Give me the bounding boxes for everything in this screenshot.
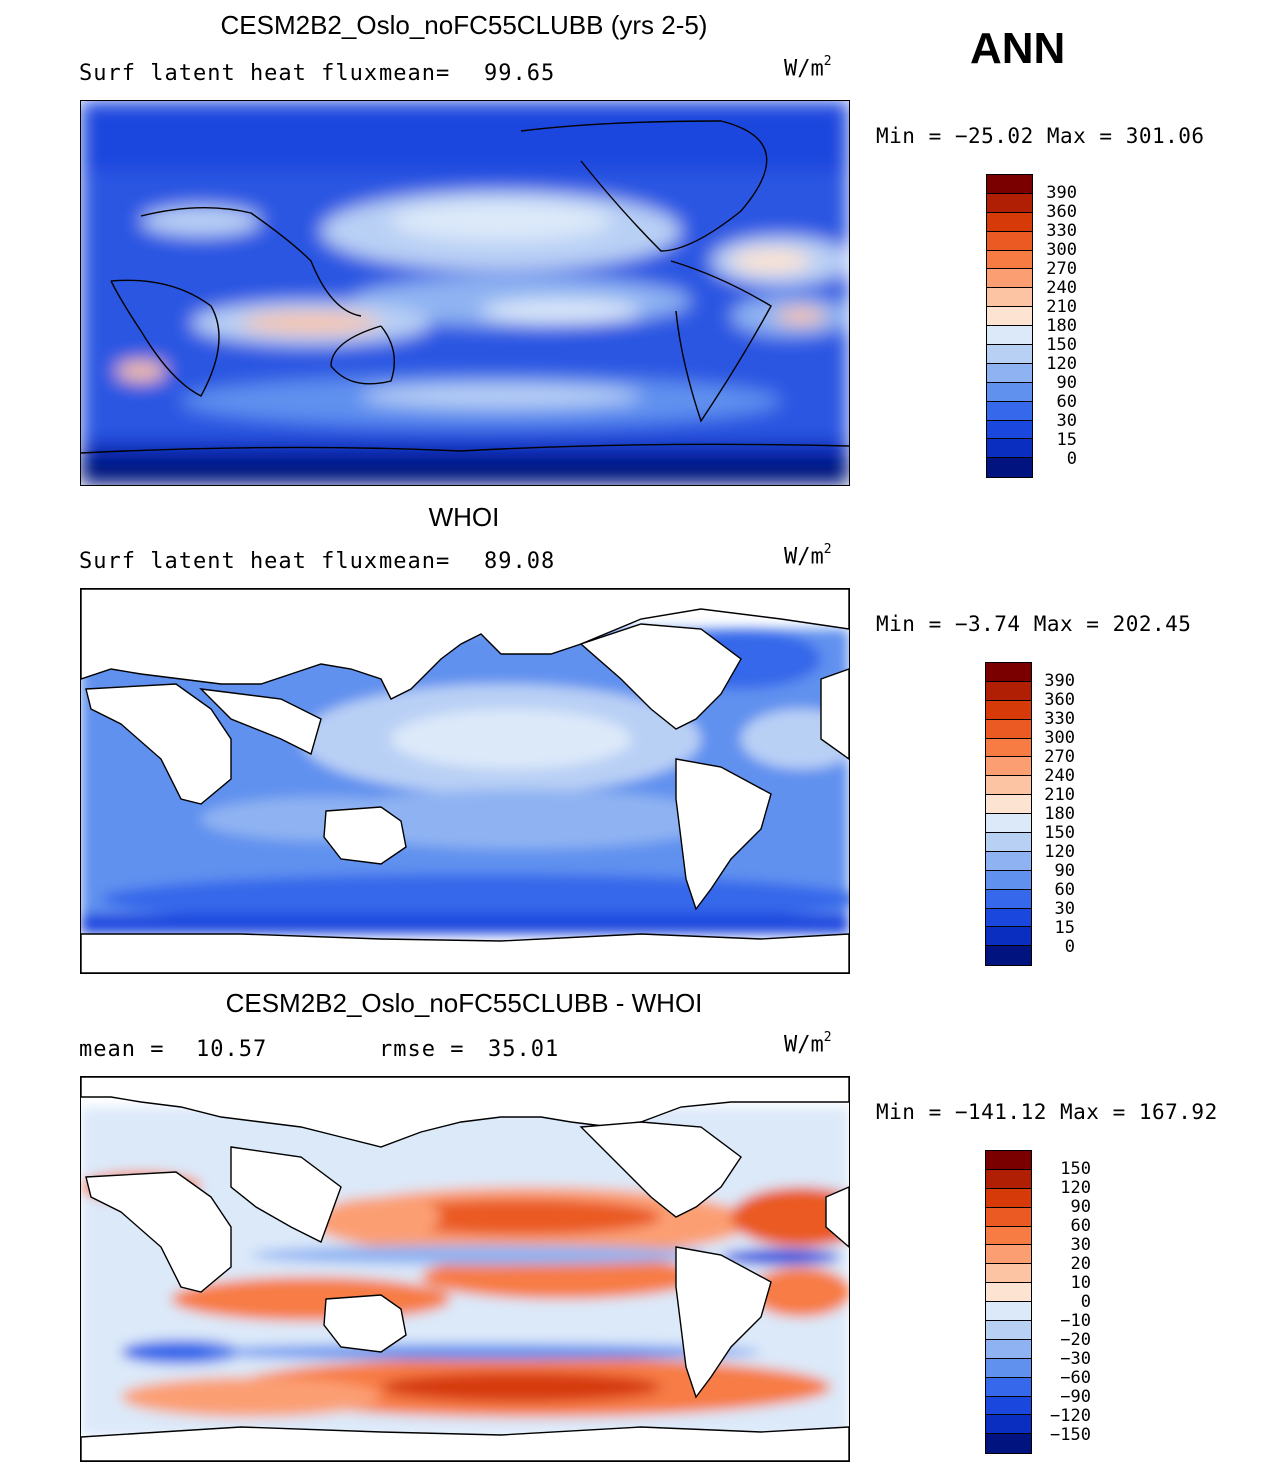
panel2-mean-label: mean= (379, 549, 451, 574)
colorbar-tick: −60 (1060, 1368, 1091, 1388)
colorbar-tick: −20 (1060, 1330, 1091, 1350)
panel2-title: WHOI (428, 502, 500, 532)
colorbar-tick: 30 (1070, 1235, 1091, 1255)
colorbar-tick: 15 (1054, 918, 1075, 938)
panel2-colorbar-labels: 390 360 330 300 270 240 210 180 150 120 … (1035, 672, 1075, 957)
colorbar-tick: 90 (1054, 861, 1075, 881)
panel1-title: CESM2B2_Oslo_noFC55CLUBB (yrs 2-5) (220, 10, 708, 40)
colorbar-tick: 300 (1046, 240, 1077, 260)
panel3-mean-label: mean = (79, 1037, 165, 1062)
colorbar-tick: 120 (1046, 354, 1077, 374)
colorbar-tick: 210 (1044, 785, 1075, 805)
colorbar-tick: 270 (1046, 259, 1077, 279)
colorbar-tick: 0 (1080, 1292, 1091, 1312)
panel3-colorbar-labels: 150 120 90 60 30 20 10 0 −10 −20 −30 −60… (1037, 1160, 1091, 1445)
colorbar-tick: −30 (1060, 1349, 1091, 1369)
colorbar-tick: 150 (1046, 335, 1077, 355)
colorbar-tick: 240 (1046, 278, 1077, 298)
panel2-variable: Surf latent heat flux (79, 549, 379, 574)
colorbar-tick: 60 (1056, 392, 1077, 412)
colorbar-tick: 20 (1070, 1254, 1091, 1274)
colorbar-tick: 330 (1044, 709, 1075, 729)
panel1-mean-value: 99.65 (484, 61, 556, 86)
colorbar-tick: 150 (1060, 1159, 1091, 1179)
colorbar-tick: 300 (1044, 728, 1075, 748)
panel1-colorbar (986, 174, 1033, 478)
colorbar-tick: 0 (1066, 449, 1077, 469)
panel3-map (80, 1076, 850, 1462)
colorbar-tick: 360 (1044, 690, 1075, 710)
colorbar-tick: 90 (1056, 373, 1077, 393)
colorbar-tick: 0 (1064, 937, 1075, 957)
colorbar-tick: 360 (1046, 202, 1077, 222)
colorbar-tick: 60 (1054, 880, 1075, 900)
panel1-variable: Surf latent heat flux (79, 61, 379, 86)
colorbar-tick: 240 (1044, 766, 1075, 786)
panel1-colorbar-labels: 390 360 330 300 270 240 210 180 150 120 … (1037, 184, 1077, 469)
colorbar-tick: 10 (1070, 1273, 1091, 1293)
colorbar-tick: −10 (1060, 1311, 1091, 1331)
colorbar-tick: 30 (1054, 899, 1075, 919)
panel1-mean-label: mean= (379, 61, 451, 86)
panel2-units: W/m2 (784, 542, 832, 570)
panel3-title: CESM2B2_Oslo_noFC55CLUBB - WHOI (225, 988, 703, 1018)
panel2-minmax: Min = −3.74 Max = 202.45 (876, 612, 1192, 636)
season-label: ANN (970, 24, 1066, 73)
colorbar-tick: 120 (1060, 1178, 1091, 1198)
colorbar-tick: −90 (1060, 1387, 1091, 1407)
colorbar-tick: −120 (1050, 1406, 1091, 1426)
colorbar-tick: 390 (1046, 183, 1077, 203)
panel3-colorbar (985, 1150, 1032, 1454)
colorbar-tick: 60 (1070, 1216, 1091, 1236)
panel2-colorbar (985, 662, 1032, 966)
colorbar-tick: 210 (1046, 297, 1077, 317)
colorbar-tick: 150 (1044, 823, 1075, 843)
panel3-rmse-value: 35.01 (488, 1037, 560, 1062)
colorbar-tick: 330 (1046, 221, 1077, 241)
panel3-mean-value: 10.57 (196, 1037, 268, 1062)
panel3-minmax: Min = −141.12 Max = 167.92 (876, 1100, 1218, 1124)
colorbar-tick: 180 (1044, 804, 1075, 824)
panel1-map (80, 100, 850, 486)
colorbar-tick: 15 (1056, 430, 1077, 450)
colorbar-tick: 120 (1044, 842, 1075, 862)
colorbar-tick: 90 (1070, 1197, 1091, 1217)
colorbar-tick: 180 (1046, 316, 1077, 336)
colorbar-tick: 270 (1044, 747, 1075, 767)
panel2-mean-value: 89.08 (484, 549, 556, 574)
colorbar-tick: −150 (1050, 1425, 1091, 1445)
panel1-units: W/m2 (784, 54, 832, 82)
panel2-map (80, 588, 850, 974)
panel3-rmse-label: rmse = (379, 1037, 465, 1062)
panel3-units: W/m2 (784, 1030, 832, 1058)
colorbar-tick: 30 (1056, 411, 1077, 431)
panel1-minmax: Min = −25.02 Max = 301.06 (876, 124, 1205, 148)
colorbar-tick: 390 (1044, 671, 1075, 691)
